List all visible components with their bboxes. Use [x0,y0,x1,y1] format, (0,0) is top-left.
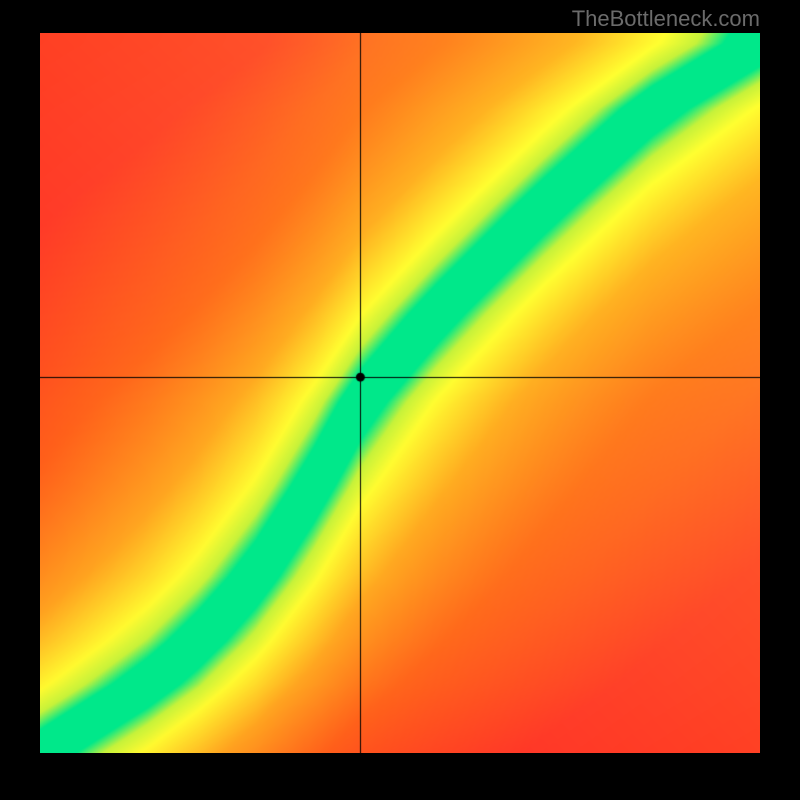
bottleneck-heatmap [40,33,760,753]
watermark-text: TheBottleneck.com [572,6,760,32]
chart-root: TheBottleneck.com [0,0,800,800]
